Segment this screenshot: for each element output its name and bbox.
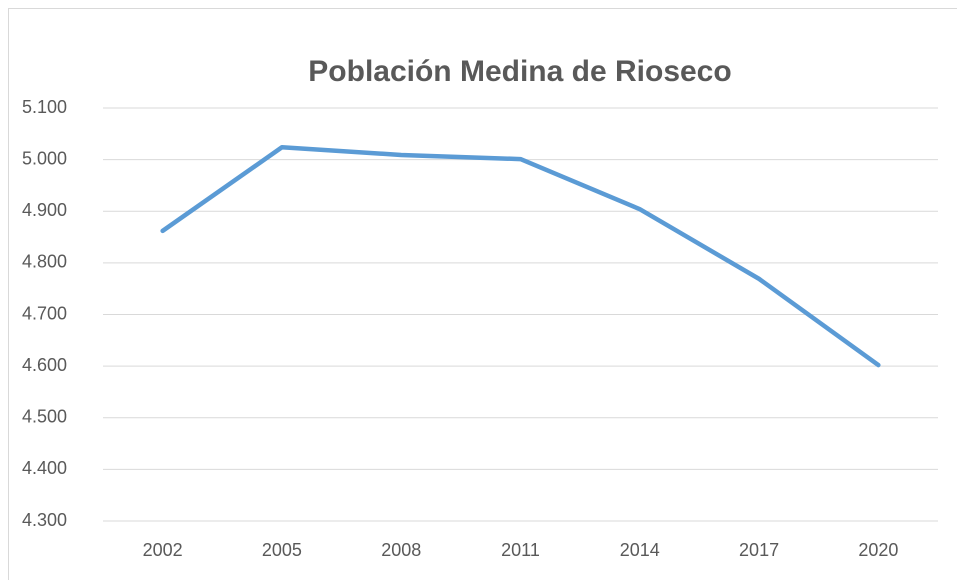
x-tick-label: 2017 bbox=[739, 540, 779, 560]
y-tick-label: 4.400 bbox=[22, 458, 67, 478]
x-tick-label: 2008 bbox=[381, 540, 421, 560]
y-tick-label: 4.600 bbox=[22, 355, 67, 375]
y-tick-label: 5.000 bbox=[22, 148, 67, 168]
chart-border bbox=[8, 8, 957, 580]
x-tick-label: 2011 bbox=[501, 540, 540, 560]
y-tick-label: 4.800 bbox=[22, 252, 67, 272]
y-tick-label: 4.300 bbox=[22, 510, 67, 530]
y-tick-label: 4.500 bbox=[22, 407, 67, 427]
x-tick-label: 2020 bbox=[858, 540, 898, 560]
line bbox=[160, 144, 881, 368]
x-tick-label: 2014 bbox=[620, 540, 660, 560]
y-tick-label: 4.900 bbox=[22, 200, 67, 220]
chart-title: Población Medina de Rioseco bbox=[308, 55, 731, 88]
y-tick-label: 5.100 bbox=[22, 97, 67, 117]
x-tick-label: 2005 bbox=[262, 540, 302, 560]
y-tick-label: 4.700 bbox=[22, 303, 67, 323]
x-tick-label: 2002 bbox=[143, 540, 183, 560]
